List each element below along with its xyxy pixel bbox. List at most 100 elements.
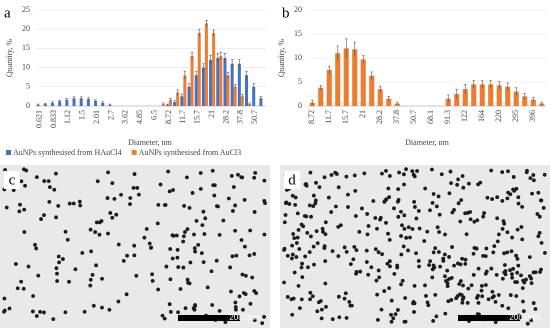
particle [445, 268, 450, 273]
particle [520, 204, 525, 209]
error-bar [202, 63, 205, 72]
particle [54, 171, 58, 176]
particle [431, 318, 436, 323]
particle [396, 187, 401, 192]
particle [456, 261, 460, 266]
particle [198, 186, 203, 191]
particle [524, 170, 529, 175]
particle [343, 291, 348, 296]
panel-label: c [9, 172, 16, 188]
y-tick-label: 20 [294, 5, 302, 14]
particle [170, 256, 175, 261]
particle [402, 213, 407, 218]
particle [324, 304, 328, 309]
scale-bar [458, 315, 520, 321]
particle [490, 289, 495, 294]
particle [147, 241, 152, 246]
particle [194, 219, 199, 223]
error-bar [319, 85, 322, 91]
particle [410, 227, 415, 231]
particle [496, 232, 501, 237]
bar [352, 49, 358, 106]
particle [539, 240, 544, 245]
particle [354, 248, 359, 253]
particle [479, 283, 484, 288]
panel-label-box [284, 171, 300, 189]
particle [399, 252, 404, 257]
error-bar [472, 80, 475, 89]
particle [82, 309, 87, 314]
particle [450, 245, 454, 249]
particle [56, 204, 61, 208]
particle [500, 303, 505, 308]
particle [168, 277, 173, 282]
particle [414, 216, 419, 221]
particle [380, 252, 384, 257]
x-tick-label: 3.62 [121, 110, 130, 124]
particle [214, 258, 219, 263]
particle [489, 266, 494, 271]
error-bar [180, 93, 184, 99]
particle [515, 256, 520, 261]
particle [304, 182, 308, 186]
particle [430, 275, 435, 280]
particle [200, 223, 205, 228]
particle [529, 281, 534, 286]
particle [502, 263, 507, 267]
particle [201, 260, 206, 265]
particle [299, 222, 304, 227]
particle [248, 301, 253, 306]
particle [404, 167, 408, 172]
particle [132, 243, 137, 248]
particle [396, 308, 400, 312]
particle [442, 252, 447, 257]
particle [253, 171, 258, 175]
particle [447, 191, 452, 196]
particle [11, 188, 16, 192]
particle [495, 216, 500, 221]
bar [233, 86, 237, 106]
particle [34, 175, 39, 179]
particle [347, 300, 352, 304]
particle [424, 294, 428, 298]
particle [463, 257, 468, 262]
particle [110, 181, 115, 186]
particle [366, 224, 371, 228]
particle [178, 287, 183, 291]
particle [334, 172, 339, 176]
panel-label: b [282, 5, 290, 21]
error-bar [72, 96, 76, 100]
particle [436, 250, 441, 254]
particle [150, 272, 155, 277]
particle [543, 250, 547, 255]
particle [391, 316, 396, 321]
particle [375, 292, 380, 297]
particle [19, 179, 24, 184]
x-tick-label: 1.12 [63, 110, 72, 124]
particle [252, 318, 257, 323]
particle [336, 254, 341, 259]
particle [262, 315, 266, 319]
error-bar [195, 71, 198, 80]
particle [132, 172, 137, 176]
particle [116, 299, 121, 304]
x-tick-label: 68.1 [426, 110, 435, 124]
particle [531, 178, 536, 183]
particle [262, 198, 267, 203]
error-bar [481, 80, 484, 89]
y-tick-label: 0 [298, 101, 302, 110]
error-bar [233, 84, 237, 90]
error-bar [447, 94, 450, 103]
particle [493, 299, 498, 304]
particle [321, 229, 325, 234]
particle [184, 175, 189, 180]
particle [168, 247, 173, 251]
x-tick-label: 8.72 [164, 110, 173, 124]
particle [489, 168, 494, 173]
particle [315, 309, 320, 314]
error-bar [176, 89, 179, 96]
particle [2, 296, 7, 301]
particle [369, 265, 374, 270]
error-bar [212, 29, 215, 37]
particle [299, 265, 304, 270]
